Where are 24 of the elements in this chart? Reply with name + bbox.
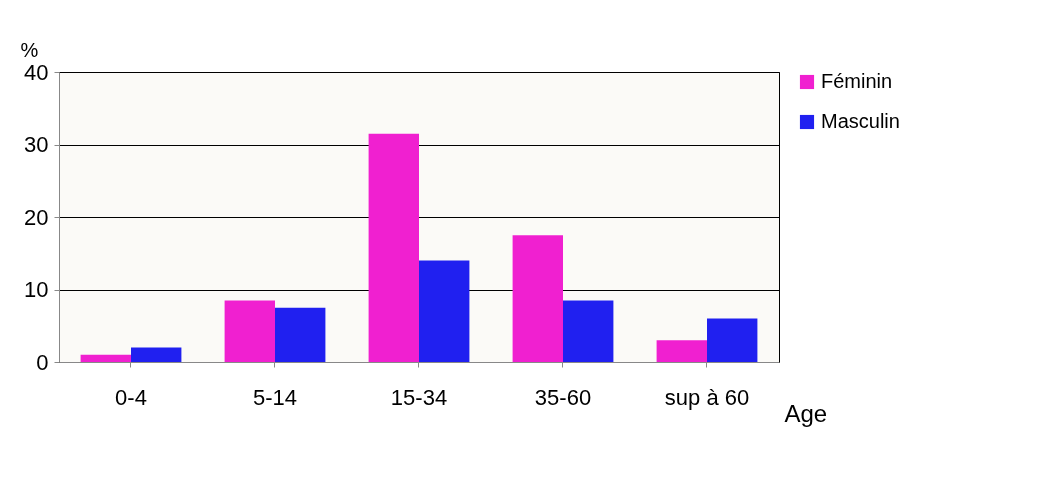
bar <box>80 354 131 362</box>
x-tick-label: sup à 60 <box>664 384 750 410</box>
y-tick-label: 40 <box>24 59 49 85</box>
bar <box>512 235 563 362</box>
bar <box>656 340 707 362</box>
y-tick-label: 30 <box>24 132 49 157</box>
y-tick-label: 10 <box>24 277 49 302</box>
y-axis-title: % <box>20 38 39 61</box>
legend-label: Masculin <box>821 110 900 132</box>
y-tick-label: 20 <box>24 204 49 230</box>
bar <box>131 347 182 362</box>
x-tick-label: 15-34 <box>390 384 448 410</box>
bar <box>419 260 470 362</box>
bar <box>368 133 419 362</box>
bar <box>224 300 275 362</box>
x-axis-title: Age <box>784 399 828 427</box>
bar <box>563 300 614 362</box>
legend-label: Féminin <box>821 70 893 92</box>
bar <box>707 318 758 362</box>
bar <box>275 307 326 362</box>
x-tick-label: 35-60 <box>534 384 592 410</box>
y-tick-label: 0 <box>36 349 49 375</box>
x-tick-label: 5-14 <box>252 384 298 410</box>
x-tick-label: 0-4 <box>115 384 147 410</box>
